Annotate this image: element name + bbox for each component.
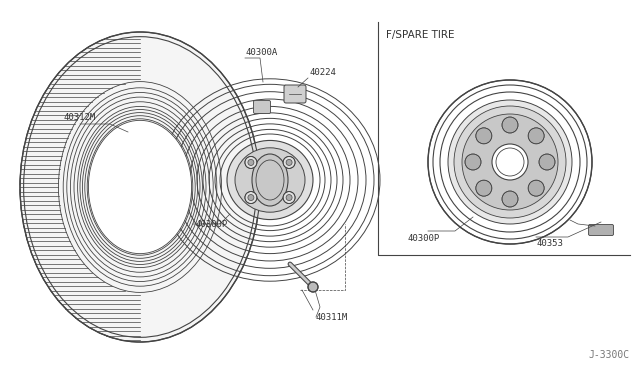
Ellipse shape <box>88 121 191 254</box>
Text: 40300P: 40300P <box>408 234 440 243</box>
Circle shape <box>248 160 254 166</box>
Circle shape <box>308 282 318 292</box>
Circle shape <box>283 192 295 203</box>
Ellipse shape <box>252 154 288 206</box>
Ellipse shape <box>227 141 313 219</box>
Circle shape <box>539 154 555 170</box>
Circle shape <box>528 128 544 144</box>
Circle shape <box>462 114 558 210</box>
Text: 40353: 40353 <box>537 240 564 248</box>
Circle shape <box>286 195 292 201</box>
FancyBboxPatch shape <box>589 224 614 235</box>
FancyBboxPatch shape <box>253 100 271 113</box>
Circle shape <box>245 157 257 169</box>
Text: J-3300C: J-3300C <box>589 350 630 360</box>
Circle shape <box>248 195 254 201</box>
Circle shape <box>448 100 572 224</box>
Circle shape <box>502 191 518 207</box>
Circle shape <box>528 180 544 196</box>
Circle shape <box>245 192 257 203</box>
Circle shape <box>492 144 528 180</box>
Text: F/SPARE TIRE: F/SPARE TIRE <box>386 30 454 40</box>
Circle shape <box>502 117 518 133</box>
Circle shape <box>454 106 566 218</box>
Circle shape <box>283 157 295 169</box>
Text: 40300P: 40300P <box>195 219 227 228</box>
Circle shape <box>476 128 492 144</box>
Text: 40300A: 40300A <box>245 48 277 57</box>
Ellipse shape <box>20 32 260 342</box>
Text: 40312M: 40312M <box>64 112 96 122</box>
Circle shape <box>286 160 292 166</box>
Circle shape <box>476 180 492 196</box>
Text: 40311M: 40311M <box>316 312 348 321</box>
Text: 40224: 40224 <box>310 67 337 77</box>
Ellipse shape <box>235 148 305 212</box>
FancyBboxPatch shape <box>284 85 306 103</box>
Circle shape <box>465 154 481 170</box>
